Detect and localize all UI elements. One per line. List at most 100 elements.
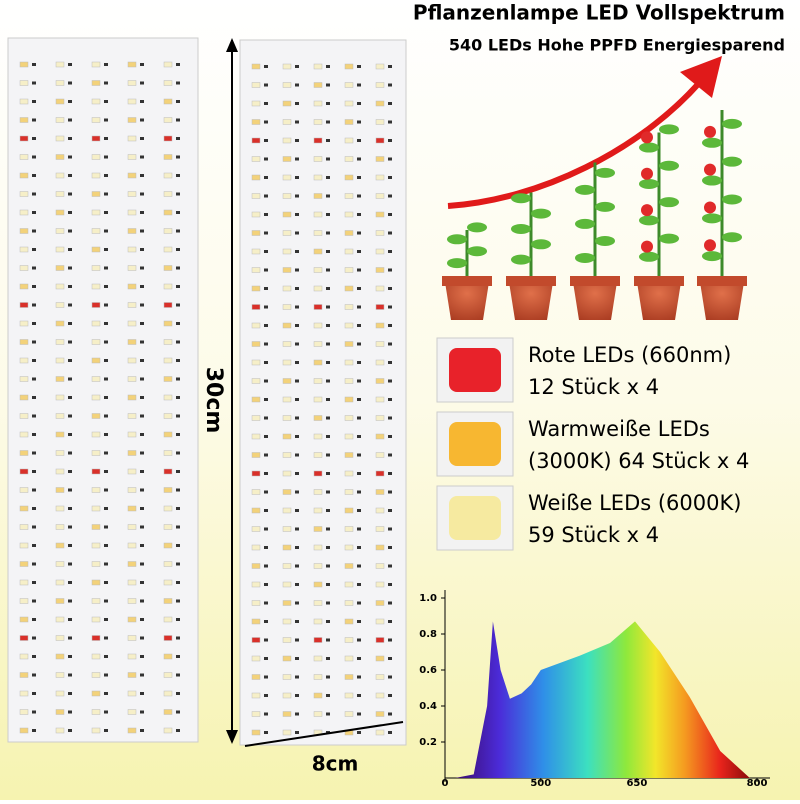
led [127, 616, 137, 623]
led [127, 357, 137, 364]
y-tick-label: 1.0 [419, 593, 437, 604]
resistor [176, 359, 180, 362]
led [163, 265, 173, 271]
resistor [176, 581, 180, 584]
resistor [295, 509, 299, 512]
resistor [32, 488, 36, 492]
led [344, 211, 354, 218]
resistor [264, 694, 268, 697]
resistor [68, 229, 72, 233]
led [91, 228, 101, 234]
resistor [176, 507, 180, 510]
resistor [326, 342, 330, 346]
resistor [264, 601, 268, 605]
led-count: 12 Stück x 4 [528, 375, 659, 399]
leaf [659, 124, 679, 135]
led [163, 283, 173, 290]
pot [700, 282, 744, 320]
resistor [295, 472, 299, 475]
resistor [104, 118, 108, 122]
led [127, 209, 137, 216]
led [127, 80, 137, 86]
resistor [32, 137, 36, 140]
led [251, 285, 261, 292]
led [251, 637, 261, 643]
resistor [68, 655, 72, 658]
led [313, 174, 323, 181]
resistor [104, 599, 108, 603]
resistor [388, 83, 392, 87]
leaf [659, 233, 679, 244]
resistor [357, 194, 361, 198]
led [251, 341, 261, 347]
led [375, 581, 385, 588]
resistor [140, 636, 144, 640]
led [163, 672, 173, 678]
led [375, 82, 385, 88]
led [127, 672, 137, 678]
resistor [295, 250, 299, 253]
resistor [140, 729, 144, 732]
resistor [32, 729, 36, 732]
resistor [295, 213, 299, 216]
led-name: Weiße LEDs (6000K) [528, 491, 741, 515]
resistor [140, 507, 144, 510]
led [91, 376, 101, 382]
led [19, 209, 29, 216]
resistor [264, 342, 268, 346]
leaf [722, 156, 742, 167]
resistor [140, 618, 144, 621]
spectrum-area [454, 621, 750, 778]
led [91, 672, 101, 678]
led [251, 137, 261, 144]
led [163, 727, 173, 734]
resistor [357, 120, 361, 124]
resistor [388, 675, 392, 679]
resistor [176, 451, 180, 455]
resistor [388, 527, 392, 531]
led-swatch [449, 422, 501, 466]
resistor [104, 451, 108, 455]
leaf [575, 218, 595, 229]
led [344, 507, 354, 514]
led [251, 119, 261, 125]
resistor [264, 102, 268, 105]
resistor [264, 638, 268, 642]
led [127, 302, 137, 308]
led [55, 209, 65, 216]
led [251, 433, 261, 440]
resistor [326, 65, 330, 68]
resistor [264, 176, 268, 179]
led [19, 283, 29, 290]
leaf [511, 223, 531, 234]
led [344, 174, 354, 181]
resistor [295, 324, 299, 327]
resistor [32, 618, 36, 621]
leaf [722, 232, 742, 243]
led [344, 248, 354, 255]
led [55, 357, 65, 364]
led [344, 378, 354, 384]
led [282, 341, 292, 347]
led [91, 339, 101, 345]
resistor [295, 620, 299, 623]
resistor [68, 507, 72, 510]
led-legend: Rote LEDs (660nm) 12 Stück x 4 Warmweiße L… [436, 337, 749, 551]
resistor [140, 285, 144, 288]
led [313, 507, 323, 514]
resistor [326, 453, 330, 457]
resistor [104, 729, 108, 732]
led [127, 468, 137, 475]
led [163, 191, 173, 197]
leaf [639, 251, 659, 262]
led [344, 692, 354, 699]
resistor [140, 155, 144, 159]
led [127, 727, 137, 734]
led [344, 119, 354, 125]
led [313, 470, 323, 477]
led [313, 433, 323, 440]
resistor [295, 583, 299, 586]
resistor [264, 361, 268, 364]
resistor [176, 433, 180, 436]
led [375, 507, 385, 514]
